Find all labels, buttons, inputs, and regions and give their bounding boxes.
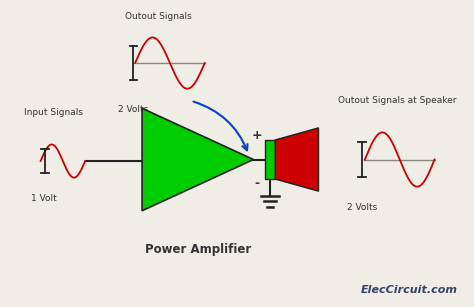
Polygon shape [142, 108, 254, 211]
Text: Power Amplifier: Power Amplifier [145, 243, 251, 256]
Text: 1 Volt: 1 Volt [31, 194, 57, 203]
Text: -: - [254, 177, 259, 190]
Text: ElecCircuit.com: ElecCircuit.com [361, 285, 458, 295]
Text: Outout Signals: Outout Signals [125, 12, 191, 21]
Text: Outout Signals at Speaker: Outout Signals at Speaker [338, 96, 456, 105]
Text: Input Signals: Input Signals [24, 108, 83, 117]
Text: +: + [251, 129, 262, 142]
Bar [265, 140, 275, 179]
Text: 2 Volts: 2 Volts [118, 105, 148, 114]
Text: 2 Volts: 2 Volts [347, 203, 377, 212]
Polygon shape [275, 128, 319, 191]
